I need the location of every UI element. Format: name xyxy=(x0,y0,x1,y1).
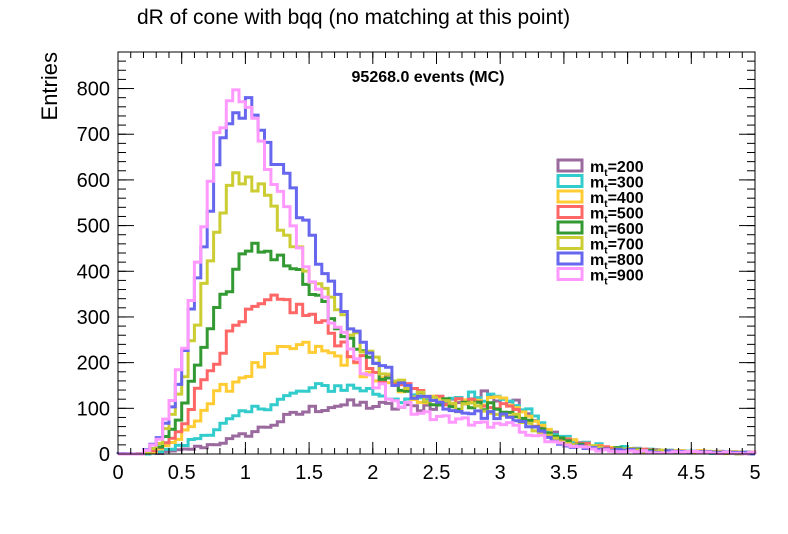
y-tick-label: 300 xyxy=(77,307,110,329)
legend: mt=200mt=300mt=400mt=500mt=600mt=700mt=8… xyxy=(556,158,644,288)
y-tick-label: 400 xyxy=(77,261,110,283)
legend-swatch xyxy=(556,174,584,188)
axis-ticks: 0 0.5 1 1.5 2 2.5 3 3.5 4 4.5 5 0 100 200 300 400 500 600… xyxy=(77,51,761,484)
x-tick-label: 3.5 xyxy=(550,462,578,484)
x-tick-label: 5 xyxy=(749,462,760,484)
y-tick-label: 800 xyxy=(77,79,110,101)
legend-label: mt=200 xyxy=(590,159,644,179)
y-tick-label: 700 xyxy=(77,124,110,146)
x-tick-label: 2.5 xyxy=(423,462,451,484)
legend-label: mt=300 xyxy=(590,175,644,195)
legend-label: mt=800 xyxy=(590,252,644,272)
legend-swatch xyxy=(556,251,584,266)
legend-swatch xyxy=(556,236,584,250)
legend-swatch xyxy=(556,220,584,235)
legend-swatch xyxy=(556,189,584,204)
y-tick-label: 100 xyxy=(77,398,110,420)
series-layer xyxy=(116,88,757,456)
y-tick-label: 0 xyxy=(99,444,110,466)
y-tick-label: 200 xyxy=(77,353,110,375)
chart-title: dR of cone with bqq (no matching at this… xyxy=(137,6,570,29)
series-600-line xyxy=(116,241,757,456)
legend-swatch xyxy=(556,205,584,219)
x-tick-label: 1.5 xyxy=(295,462,323,484)
legend-swatch xyxy=(556,158,584,173)
legend-label: mt=700 xyxy=(590,237,644,257)
y-tick-label: 600 xyxy=(77,170,110,192)
legend-label: mt=900 xyxy=(590,268,644,288)
y-axis-label: Entries xyxy=(37,52,62,120)
legend-swatch xyxy=(556,267,584,281)
legend-label: mt=500 xyxy=(590,206,644,226)
x-tick-label: 3 xyxy=(495,462,506,484)
x-tick-label: 0 xyxy=(112,462,123,484)
x-tick-label: 4 xyxy=(622,462,633,484)
x-tick-label: 4.5 xyxy=(677,462,705,484)
y-tick-label: 500 xyxy=(77,216,110,238)
x-tick-label: 0.5 xyxy=(168,462,196,484)
event-count-annotation: 95268.0 events (MC) xyxy=(352,69,505,86)
legend-label: mt=400 xyxy=(590,190,644,210)
legend-label: mt=600 xyxy=(590,221,644,241)
x-tick-label: 2 xyxy=(367,462,378,484)
series-900-line xyxy=(118,88,757,456)
x-tick-label: 1 xyxy=(240,462,251,484)
